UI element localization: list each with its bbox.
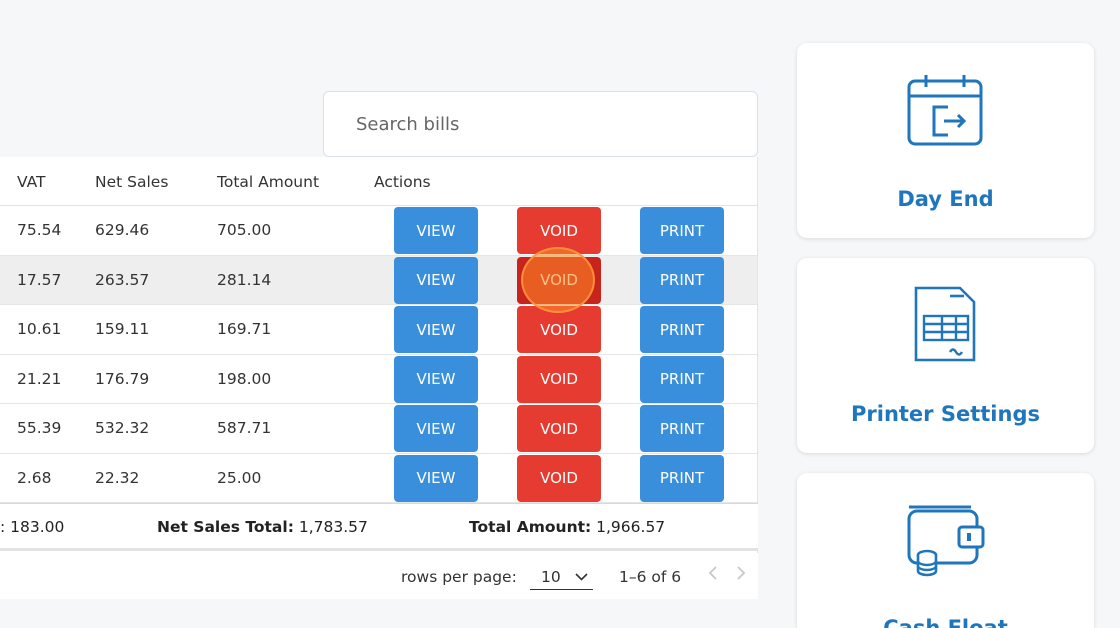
totals-bar: : 183.00 Net Sales Total: 1,783.57 Total…	[0, 503, 758, 551]
cell-vat: 17.57	[17, 270, 62, 289]
cell-vat: 2.68	[17, 468, 52, 487]
table-row: 17.57 263.57 281.14 VIEW VOID PRINT	[0, 255, 757, 305]
rows-per-page-label: rows per page:	[401, 568, 517, 586]
view-button[interactable]: VIEW	[394, 355, 478, 403]
cell-vat: 21.21	[17, 369, 62, 388]
view-button[interactable]: VIEW	[394, 405, 478, 452]
search-bills-field[interactable]	[323, 91, 758, 157]
table-row: 75.54 629.46 705.00 VIEW VOID PRINT	[0, 206, 757, 256]
net-sales-total-value: 1,783.57	[293, 518, 368, 536]
cash-float-card[interactable]: Cash Float	[797, 473, 1094, 628]
rows-per-page-select[interactable]: 10	[530, 564, 593, 590]
pagination: rows per page: 10 1–6 of 6	[0, 553, 758, 599]
cell-net-sales: 22.32	[95, 468, 140, 487]
table-row: 21.21 176.79 198.00 VIEW VOID PRINT	[0, 355, 757, 404]
view-button[interactable]: VIEW	[394, 306, 478, 353]
next-page-icon[interactable]	[735, 565, 747, 586]
cell-total-amount: 25.00	[217, 468, 262, 487]
table-row: 10.61 159.11 169.71 VIEW VOID PRINT	[0, 305, 757, 355]
table-row: 55.39 532.32 587.71 VIEW VOID PRINT	[0, 404, 757, 454]
day-end-card[interactable]: Day End	[797, 43, 1094, 238]
total-amount-value: 1,966.57	[591, 518, 666, 536]
wallet-coins-icon	[907, 505, 985, 577]
chevron-down-icon	[575, 570, 588, 584]
cell-total-amount: 169.71	[217, 320, 272, 338]
vat-total-partial: : 183.00	[0, 518, 65, 536]
view-button[interactable]: VIEW	[394, 256, 478, 304]
bills-table: VAT Net Sales Total Amount Actions 75.54…	[0, 157, 758, 553]
card-label: Printer Settings	[851, 402, 1040, 426]
cell-net-sales: 159.11	[95, 320, 150, 338]
cell-net-sales: 629.46	[95, 221, 150, 239]
void-button[interactable]: VOID	[517, 256, 601, 304]
void-button[interactable]: VOID	[517, 454, 601, 502]
void-button[interactable]: VOID	[517, 405, 601, 452]
print-button[interactable]: PRINT	[640, 256, 724, 304]
printer-settings-card[interactable]: Printer Settings	[797, 258, 1094, 453]
prev-page-icon[interactable]	[707, 565, 719, 586]
cell-vat: 10.61	[17, 320, 62, 338]
void-button[interactable]: VOID	[517, 306, 601, 353]
cell-total-amount: 705.00	[217, 221, 272, 239]
print-button[interactable]: PRINT	[640, 355, 724, 403]
receipt-table-icon	[914, 286, 976, 362]
card-label: Cash Float	[883, 616, 1008, 628]
table-header: VAT Net Sales Total Amount Actions	[0, 157, 757, 206]
view-button[interactable]: VIEW	[394, 207, 478, 254]
void-button[interactable]: VOID	[517, 355, 601, 403]
search-input[interactable]	[356, 113, 736, 135]
print-button[interactable]: PRINT	[640, 454, 724, 502]
header-net-sales: Net Sales	[95, 173, 169, 191]
view-button[interactable]: VIEW	[394, 454, 478, 502]
cell-total-amount: 198.00	[217, 369, 272, 388]
print-button[interactable]: PRINT	[640, 405, 724, 452]
print-button[interactable]: PRINT	[640, 207, 724, 254]
print-button[interactable]: PRINT	[640, 306, 724, 353]
page-range: 1–6 of 6	[619, 568, 682, 586]
cell-net-sales: 263.57	[95, 270, 150, 289]
table-row: 2.68 22.32 25.00 VIEW VOID PRINT	[0, 454, 757, 503]
cell-net-sales: 176.79	[95, 369, 150, 388]
total-amount: Total Amount: 1,966.57	[469, 518, 665, 536]
card-label: Day End	[897, 187, 994, 211]
cell-vat: 75.54	[17, 221, 62, 239]
rows-per-page-value: 10	[541, 567, 561, 586]
calendar-exit-icon	[907, 75, 983, 146]
cell-net-sales: 532.32	[95, 419, 150, 437]
header-vat: VAT	[17, 173, 46, 191]
void-button[interactable]: VOID	[517, 207, 601, 254]
net-sales-total-label: Net Sales Total:	[157, 518, 294, 536]
total-amount-label: Total Amount:	[469, 518, 592, 536]
header-actions: Actions	[374, 173, 431, 191]
header-total-amount: Total Amount	[217, 173, 320, 191]
cell-vat: 55.39	[17, 419, 62, 437]
cell-total-amount: 587.71	[217, 419, 272, 437]
net-sales-total: Net Sales Total: 1,783.57	[157, 518, 368, 536]
cell-total-amount: 281.14	[217, 270, 272, 289]
